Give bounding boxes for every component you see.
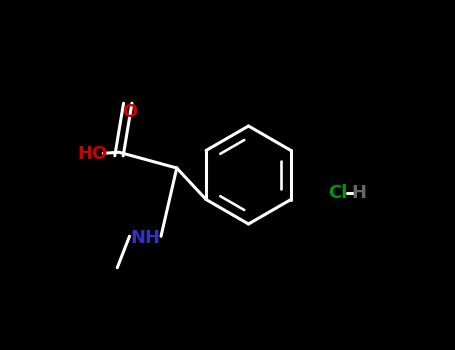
Text: HO: HO [78, 145, 108, 163]
Text: H: H [351, 183, 366, 202]
Text: O: O [122, 103, 137, 121]
Text: NH: NH [130, 229, 160, 247]
Text: Cl: Cl [328, 183, 348, 202]
